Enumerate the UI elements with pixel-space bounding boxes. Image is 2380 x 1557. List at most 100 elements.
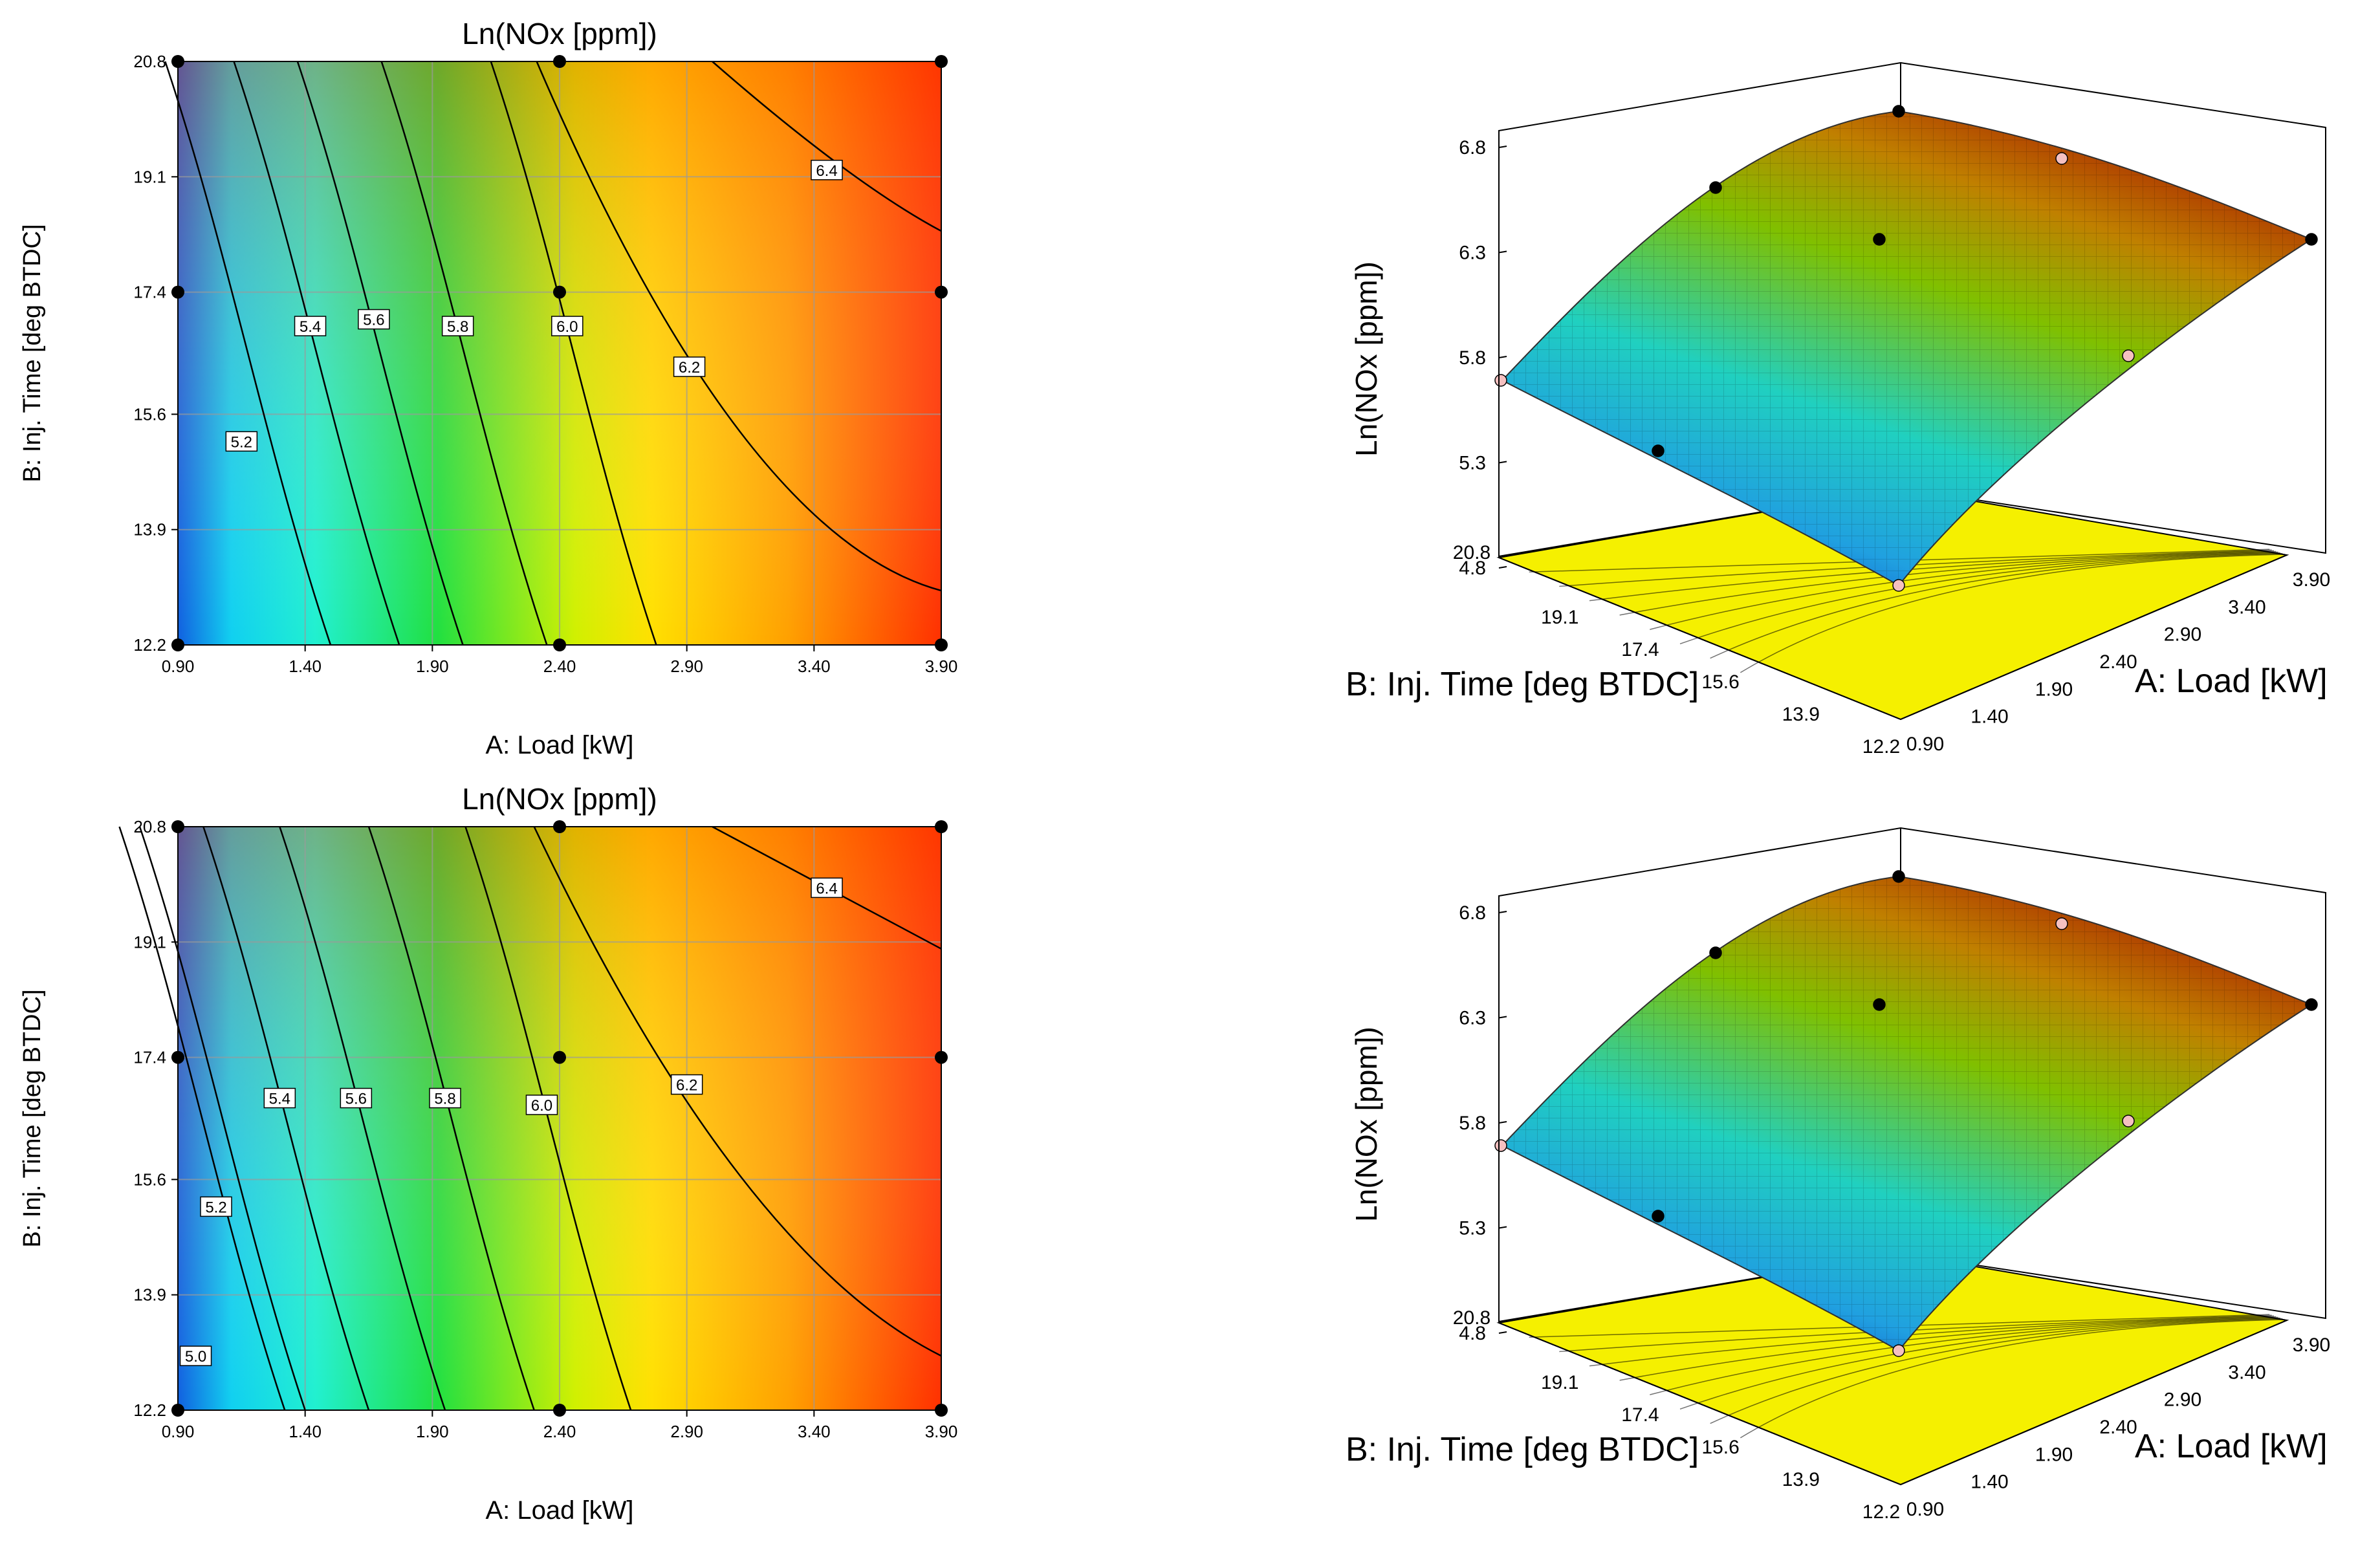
contour-label-box: [263, 1087, 296, 1109]
surface-point: [2305, 998, 2318, 1011]
a-axis-label: A: Load [kW]: [2135, 1428, 2328, 1465]
contour-label: 5.8: [447, 318, 468, 336]
y-tick-label: 19.1: [133, 932, 166, 952]
a-tick-label: 0.90: [1906, 1499, 1944, 1520]
contour-line: [367, 826, 535, 1411]
contour-label-box: [811, 877, 843, 898]
b-axis-label: B: Inj. Time [deg BTDC]: [1346, 1431, 1699, 1468]
contour-label: 5.4: [300, 318, 321, 336]
z-tick-label: 5.3: [1459, 1218, 1486, 1239]
z-tick: [1498, 250, 1507, 254]
a-tick-label: 2.90: [2164, 624, 2201, 646]
contour-line: [536, 61, 942, 592]
b-tick-label: 19.1: [1541, 607, 1578, 628]
contour-label-box: [179, 1345, 212, 1366]
contour-label: 6.4: [816, 162, 837, 180]
chart-title: Ln(NOx [ppm]): [462, 17, 657, 50]
x-tick-label: 3.40: [798, 1422, 831, 1441]
y-tick-label: 20.8: [133, 817, 166, 836]
a-tick-label: 1.90: [2035, 679, 2073, 700]
a-tick-label: 3.40: [2228, 1362, 2265, 1383]
x-tick-label: 1.90: [416, 657, 449, 676]
z-tick-label: 6.8: [1459, 137, 1486, 158]
z-axis-label: Ln(NOx [ppm]): [1349, 1027, 1383, 1222]
contour-label-box: [670, 1074, 703, 1095]
contour-label-box: [429, 1087, 461, 1109]
surface-point: [1709, 946, 1722, 959]
surface-point: [2122, 1115, 2135, 1127]
contour-label: 6.2: [679, 359, 700, 376]
surface-point: [1494, 1139, 1507, 1152]
x-tick-label: 2.40: [543, 657, 576, 676]
plot-frame: [177, 826, 942, 1411]
a-tick-label: 3.90: [2293, 569, 2330, 591]
floor-contour: [1619, 550, 2276, 616]
contour-label-box: [811, 160, 843, 180]
x-tick-label: 3.90: [925, 657, 958, 676]
surface-point: [1652, 1210, 1665, 1223]
b-tick-label: 17.4: [1621, 1404, 1659, 1426]
design-point: [553, 285, 566, 299]
y-tick-label: 12.2: [133, 1400, 166, 1420]
surface-mesh: [1502, 876, 2311, 1351]
surface-mesh: [1502, 111, 2311, 585]
floor-contour: [1740, 554, 2285, 673]
surface-point: [1892, 579, 1905, 592]
y-tick-label: 15.6: [133, 404, 166, 424]
surface-point: [2055, 917, 2068, 930]
x-tick-label: 2.90: [670, 1422, 703, 1441]
floor-contour: [1710, 553, 2283, 659]
contour-label: 5.0: [185, 1348, 206, 1366]
surface-plot: 4.8 5.3 5.8 6.3 6.8 20.8 19.1 17.4 15.6 13.9 12.2 0…: [1346, 827, 2330, 1523]
contour-line: [233, 61, 400, 646]
contour-label-box: [441, 316, 474, 336]
contour-label-box: [340, 1087, 373, 1109]
b-tick-label: 15.6: [1701, 671, 1739, 693]
z-tick-label: 4.8: [1459, 558, 1486, 579]
surface-point: [2122, 349, 2135, 362]
surface-point: [1892, 105, 1905, 118]
floor-contour: [1710, 1318, 2283, 1424]
floor-contour: [1650, 1316, 2278, 1395]
x-tick-label: 2.40: [543, 1422, 576, 1441]
plot-frame: [177, 61, 942, 646]
y-tick-label: 20.8: [133, 52, 166, 71]
contour-label: 5.6: [363, 312, 384, 329]
z-tick: [1498, 1331, 1507, 1334]
y-tick-label: 19.1: [133, 167, 166, 186]
b-tick-label: 20.8: [1453, 1307, 1490, 1329]
x-tick-label: 3.40: [798, 657, 831, 676]
a-tick-label: 2.90: [2164, 1389, 2201, 1411]
y-tick-label: 17.4: [133, 283, 166, 302]
z-tick: [1498, 356, 1507, 358]
z-tick-label: 6.3: [1459, 1008, 1486, 1029]
contour-label: 5.8: [434, 1091, 455, 1108]
z-tick-label: 5.8: [1459, 347, 1486, 369]
contour-label: 6.4: [816, 880, 837, 897]
z-tick: [1498, 1121, 1507, 1124]
z-tick-label: 6.8: [1459, 902, 1486, 924]
surface-plot: 4.8 5.3 5.8 6.3 6.8 20.8 19.1 17.4 15.6 13.9 12.2 0…: [1346, 61, 2330, 757]
design-point: [553, 1051, 566, 1064]
x-tick-label: 1.90: [416, 1422, 449, 1441]
a-tick-label: 1.40: [1971, 706, 2008, 728]
b-tick-label: 13.9: [1782, 1469, 1820, 1490]
contour-label-box: [294, 316, 327, 336]
x-tick-label: 3.90: [925, 1422, 958, 1441]
z-tick-label: 5.8: [1459, 1113, 1486, 1134]
b-tick-label: 17.4: [1621, 639, 1659, 660]
contour-line: [490, 61, 657, 646]
x-tick-label: 1.40: [289, 1422, 322, 1441]
z-tick: [1498, 461, 1507, 464]
contour-label: 6.0: [556, 318, 578, 336]
contour-label: 5.2: [205, 1199, 226, 1216]
x-tick-label: 1.40: [289, 657, 322, 676]
b-axis-label: B: Inj. Time [deg BTDC]: [1346, 666, 1699, 703]
surface-point: [1652, 444, 1665, 457]
b-axis: [1498, 557, 1901, 720]
contour-line: [138, 826, 306, 1411]
contour-line: [279, 826, 446, 1411]
contour-label-box: [200, 1196, 232, 1217]
contour-line: [464, 826, 632, 1411]
